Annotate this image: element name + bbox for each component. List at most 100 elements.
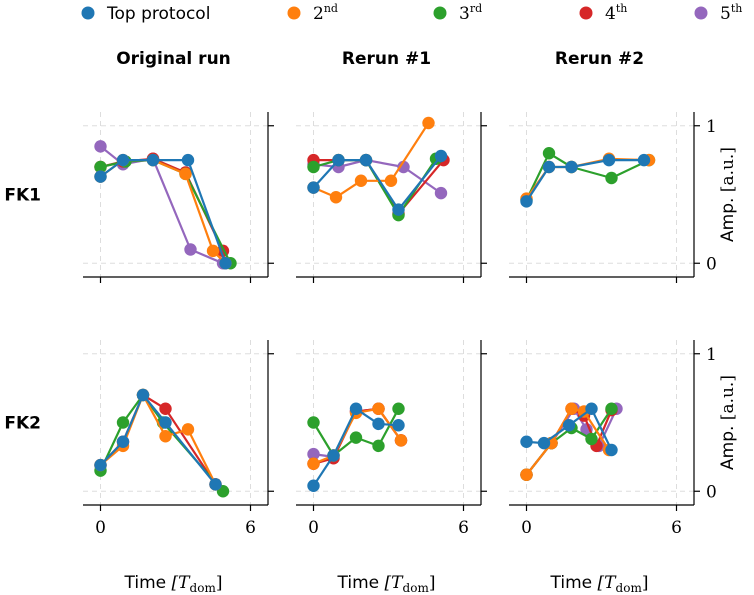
data-point — [307, 181, 320, 194]
data-point — [327, 449, 340, 462]
data-point — [219, 257, 232, 270]
data-point — [384, 174, 398, 187]
data-point — [605, 171, 618, 185]
data-point — [159, 430, 172, 443]
legend-entry: 3rd — [433, 2, 482, 24]
x-tick-label: 0 — [95, 518, 106, 538]
data-point — [422, 116, 435, 130]
column-title: Rerun #2 — [555, 49, 644, 69]
data-point — [359, 153, 373, 167]
data-point — [94, 160, 107, 174]
data-point — [181, 423, 195, 436]
y-tick-label: 1 — [706, 345, 717, 365]
data-point — [397, 160, 410, 174]
data-point — [605, 443, 618, 457]
data-point — [184, 243, 197, 256]
data-point — [585, 402, 598, 415]
y-tick-label: 0 — [706, 482, 717, 502]
x-axis-label: Time [Tdom] — [337, 573, 436, 595]
data-point — [605, 402, 618, 415]
legend-marker — [287, 6, 301, 20]
data-point — [565, 160, 578, 174]
data-point — [372, 417, 385, 431]
legend-entry: 5th — [694, 2, 742, 24]
data-point — [602, 153, 616, 167]
data-point — [372, 402, 385, 415]
column-titles: Original run Rerun #1 Rerun #2 — [116, 49, 644, 69]
y-axis-labels: Amp. [a.u.] Amp. [a.u.] — [718, 147, 738, 470]
data-point — [159, 402, 172, 415]
data-point — [542, 147, 556, 160]
y-axis-label: Amp. [a.u.] — [718, 147, 738, 242]
legend-label: 2nd — [313, 2, 338, 24]
data-point — [136, 388, 150, 402]
data-point — [94, 458, 107, 472]
data-point — [307, 447, 320, 461]
data-point — [434, 149, 448, 163]
row-titles: FK1 FK2 — [4, 186, 41, 434]
data-point — [332, 153, 345, 167]
data-point — [209, 478, 222, 491]
row-title: FK1 — [4, 186, 41, 206]
x-tick-label: 0 — [521, 518, 532, 538]
x-tick-label: 6 — [245, 518, 256, 538]
data-point — [179, 167, 192, 181]
data-point — [434, 186, 448, 200]
data-point — [562, 419, 576, 432]
data-point — [329, 191, 343, 204]
y-tick-label: 0 — [706, 254, 717, 274]
data-point — [116, 153, 130, 167]
panel — [296, 112, 487, 283]
data-point — [520, 435, 533, 448]
data-point — [354, 174, 368, 187]
x-axis-label: Time [Tdom] — [550, 573, 649, 595]
data-point — [537, 436, 551, 450]
x-tick-label: 6 — [458, 518, 469, 538]
data-point — [637, 153, 651, 167]
x-axis-labels: Time [Tdom] Time [Tdom] Time [Tdom] — [124, 573, 649, 595]
data-point — [565, 402, 578, 415]
legend-entry: Top protocol — [81, 4, 210, 24]
data-point — [94, 140, 107, 153]
data-point — [307, 479, 320, 492]
panel: 01 — [509, 112, 717, 283]
data-point — [116, 416, 130, 429]
x-tick-label: 0 — [308, 518, 319, 538]
data-point — [392, 203, 405, 216]
data-point — [159, 416, 172, 429]
y-tick-label: 1 — [706, 117, 717, 137]
y-axis-label: Amp. [a.u.] — [718, 375, 738, 470]
panel — [83, 112, 274, 283]
data-point — [181, 153, 195, 167]
data-point — [349, 402, 363, 415]
legend-label: Top protocol — [106, 4, 210, 24]
legend-marker — [433, 6, 447, 20]
x-axis-label: Time [Tdom] — [124, 573, 223, 595]
data-point — [372, 439, 385, 453]
data-point — [116, 435, 130, 448]
data-point — [146, 153, 160, 167]
legend-label: 4th — [605, 2, 627, 24]
legend-label: 5th — [720, 2, 742, 24]
data-point — [349, 431, 363, 444]
data-point — [520, 195, 533, 208]
row-title: FK2 — [4, 414, 41, 434]
series-line — [99, 159, 227, 264]
data-point — [206, 244, 220, 258]
panels: 010 6 0 6 0 601 — [83, 112, 717, 538]
data-point — [307, 457, 320, 470]
legend-label: 3rd — [459, 2, 482, 24]
panel: 0 6 0 1 — [509, 340, 717, 538]
legend: Top protocol 2nd 3rd 4th 5th — [81, 2, 742, 24]
data-point — [307, 416, 320, 429]
data-point — [542, 160, 556, 174]
legend-marker — [694, 6, 708, 20]
column-title: Rerun #1 — [342, 49, 431, 69]
legend-marker — [579, 6, 593, 20]
legend-marker — [81, 6, 95, 20]
x-tick-label: 6 — [671, 518, 682, 538]
column-title: Original run — [116, 49, 231, 69]
data-point — [585, 432, 598, 446]
